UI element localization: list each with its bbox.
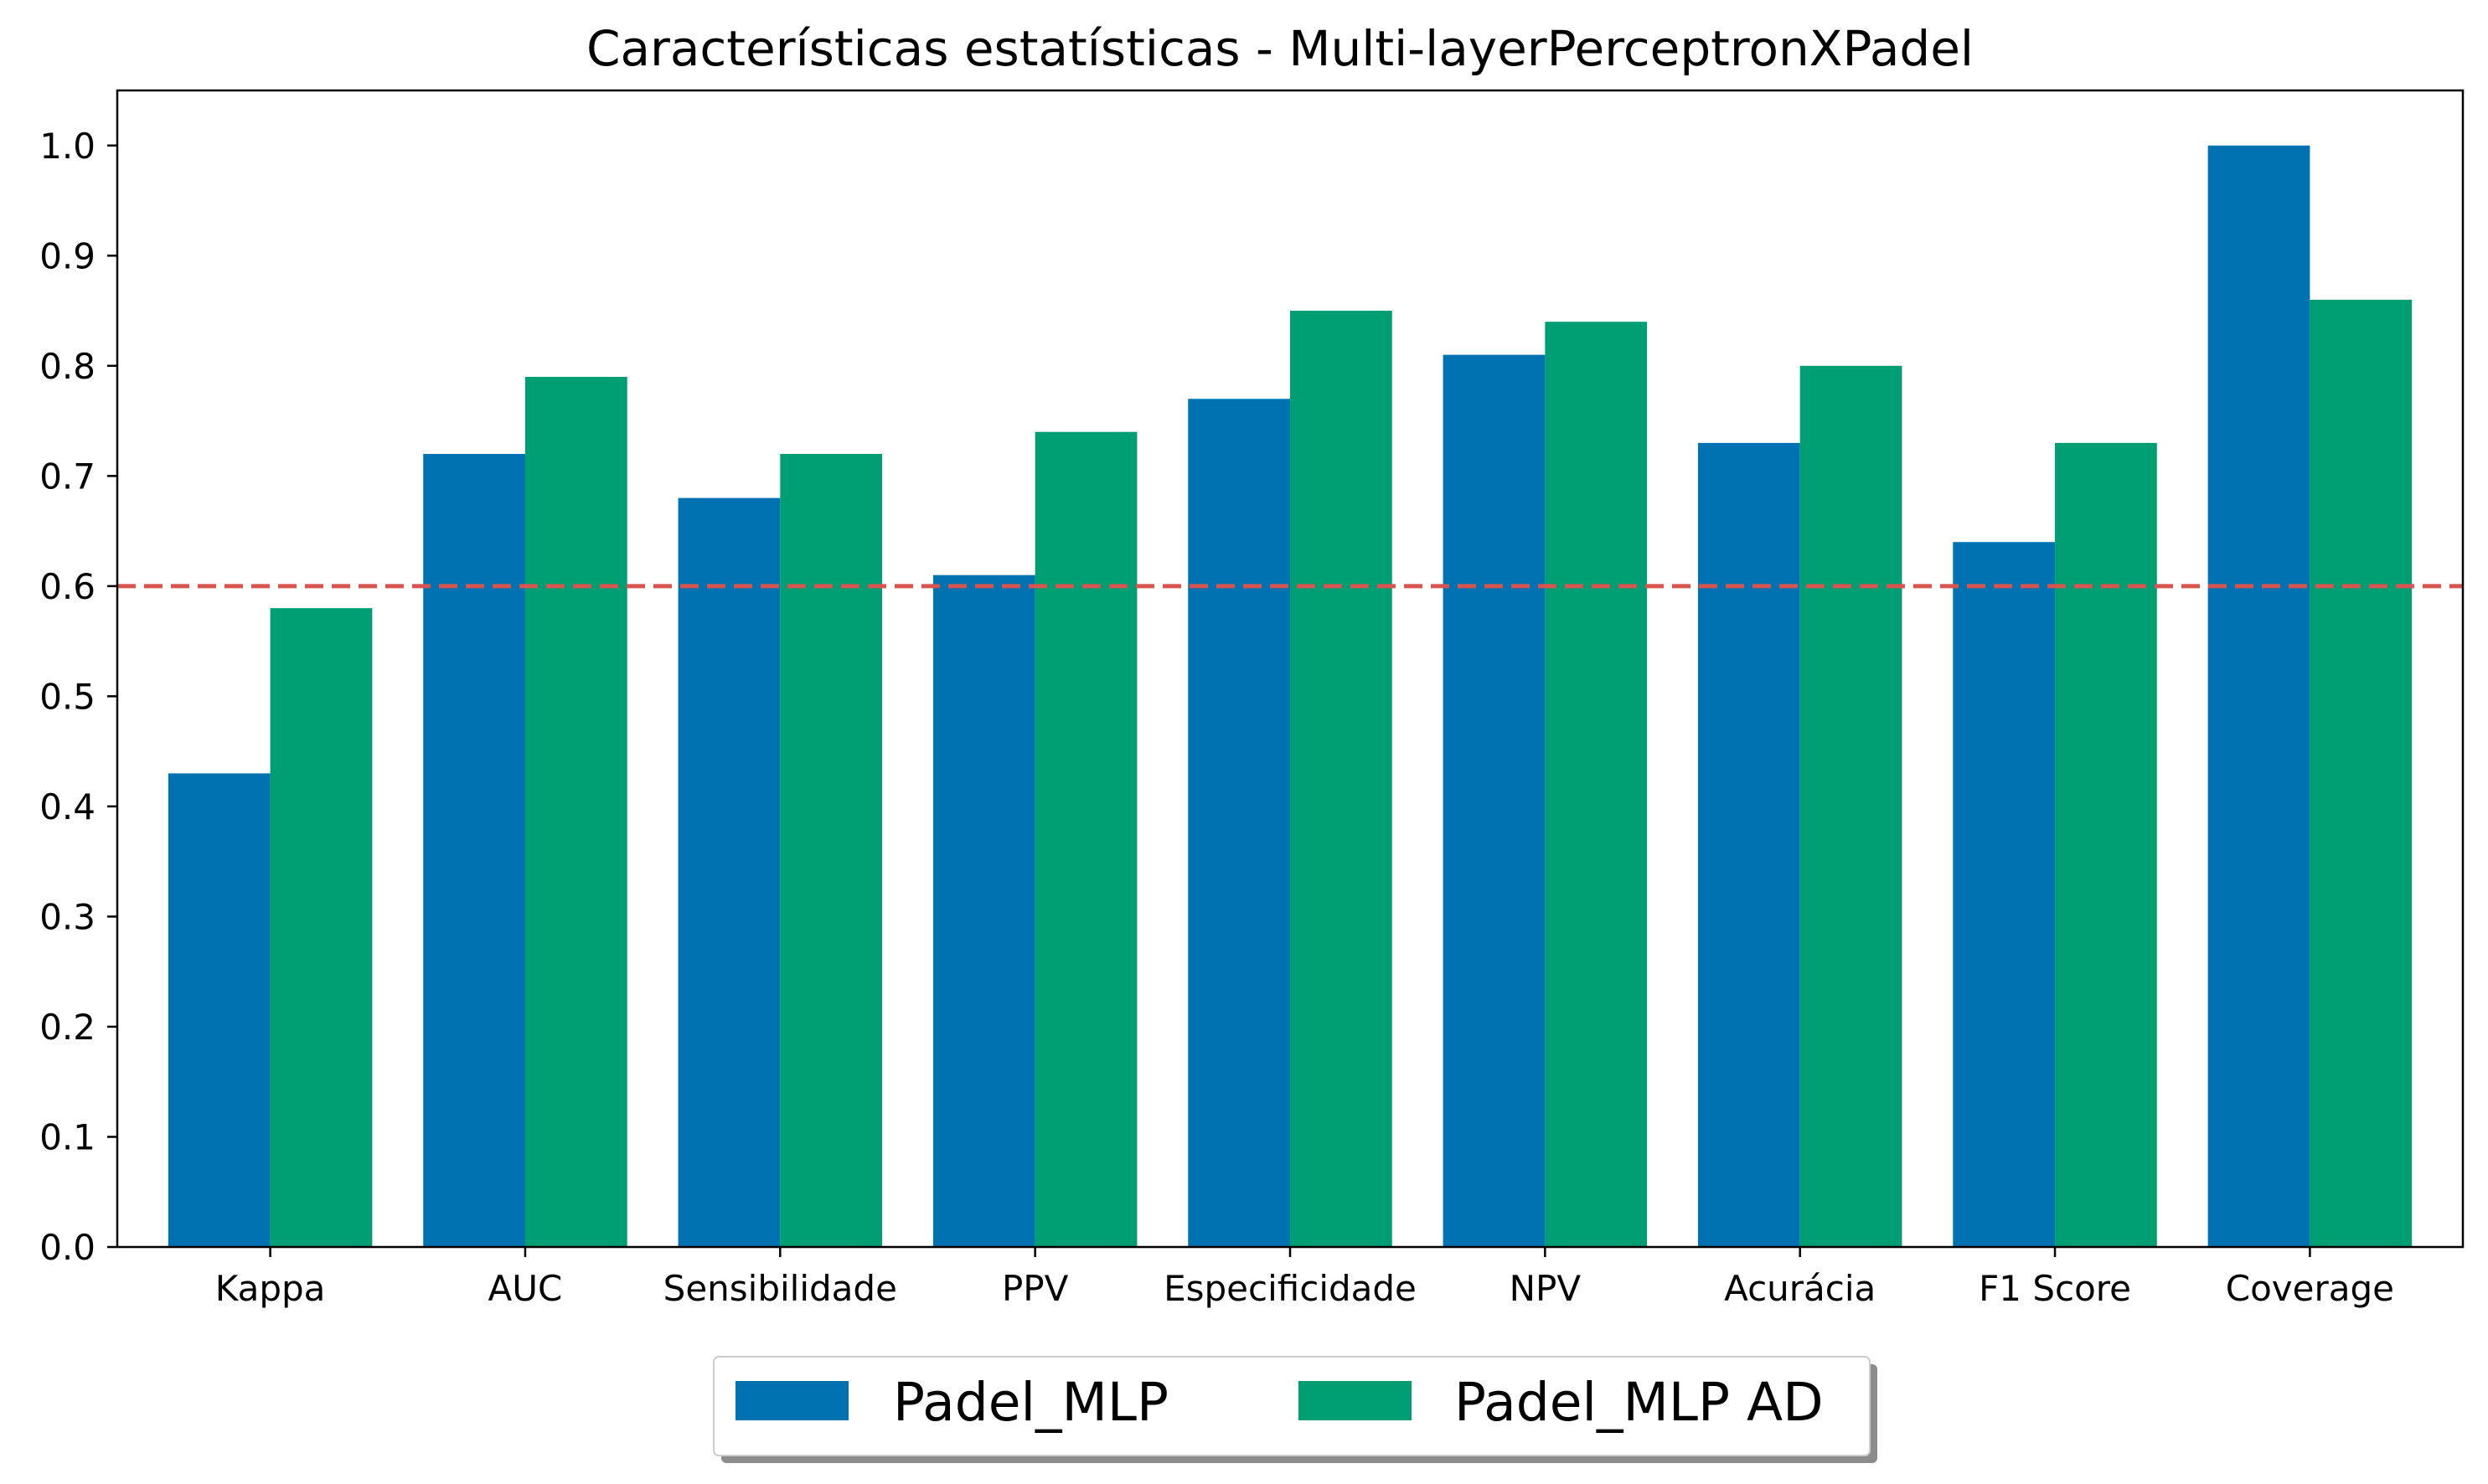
y-tick-label: 0.9 xyxy=(39,235,95,276)
y-tick-label: 0.7 xyxy=(39,456,95,497)
y-tick-label: 0.3 xyxy=(39,896,95,937)
bar-padel-mlp-sensibilidade xyxy=(678,497,781,1247)
bar-padel-mlp-ad-f1-score xyxy=(2055,442,2157,1247)
x-tick-label: Kappa xyxy=(215,1268,326,1309)
x-axis: Kappa AUC Sensibilidade PPV Especificidade NP… xyxy=(215,1247,2394,1309)
bar-padel-mlp-ad-acur-cia xyxy=(1799,365,1902,1247)
y-tick-label: 1.0 xyxy=(39,126,95,167)
x-tick-label: F1 Score xyxy=(1979,1268,2131,1309)
bar-padel-mlp-ad-kappa xyxy=(270,608,373,1247)
bar-padel-mlp-f1-score xyxy=(1953,542,2056,1247)
x-tick-label: Especificidade xyxy=(1164,1268,1417,1309)
bar-padel-mlp-ad-ppv xyxy=(1035,431,1138,1247)
bar-padel-mlp-ad-auc xyxy=(524,376,627,1247)
y-tick-label: 0.0 xyxy=(39,1227,95,1268)
bar-padel-mlp-ad-coverage xyxy=(2310,299,2413,1247)
legend-box xyxy=(713,1356,1871,1456)
x-tick-label: AUC xyxy=(488,1268,563,1309)
bar-padel-mlp-acur-cia xyxy=(1697,442,1800,1247)
y-tick-label: 0.6 xyxy=(39,566,95,607)
y-tick-label: 0.8 xyxy=(39,346,95,387)
legend-swatch xyxy=(736,1381,849,1420)
y-axis: 0.0 0.1 0.2 0.3 0.4 0.5 0.6 0.7 0.8 0.9 1.0 xyxy=(39,126,117,1268)
bar-padel-mlp-ad-sensibilidade xyxy=(780,454,883,1247)
bar-padel-mlp-ad-npv xyxy=(1545,322,1648,1248)
bar-padel-mlp-especificidade xyxy=(1188,399,1290,1247)
bar-padel-mlp-kappa xyxy=(168,773,271,1247)
bar-padel-mlp-ad-especificidade xyxy=(1290,311,1392,1247)
legend-swatch xyxy=(1298,1381,1412,1420)
bar-padel-mlp-auc xyxy=(423,454,525,1247)
chart-title: Características estatísticas - Multi-lay… xyxy=(586,20,1974,77)
legend: Padel_MLP Padel_MLP AD xyxy=(713,1356,1877,1463)
x-tick-label: NPV xyxy=(1510,1268,1582,1309)
bar-padel-mlp-coverage xyxy=(2207,145,2310,1247)
bars-layer xyxy=(168,145,2413,1248)
y-tick-label: 0.2 xyxy=(39,1007,95,1048)
y-tick-label: 0.1 xyxy=(39,1116,95,1157)
y-tick-label: 0.5 xyxy=(39,676,95,717)
y-tick-label: 0.4 xyxy=(39,786,95,827)
bar-padel-mlp-npv xyxy=(1443,354,1546,1248)
x-tick-label: Coverage xyxy=(2226,1268,2394,1309)
x-tick-label: Acurácia xyxy=(1724,1268,1876,1309)
bar-padel-mlp-ppv xyxy=(932,575,1035,1247)
x-tick-label: Sensibilidade xyxy=(663,1268,897,1309)
legend-label: Padel_MLP xyxy=(893,1372,1169,1433)
legend-label: Padel_MLP AD xyxy=(1454,1372,1824,1433)
x-tick-label: PPV xyxy=(1002,1268,1069,1309)
